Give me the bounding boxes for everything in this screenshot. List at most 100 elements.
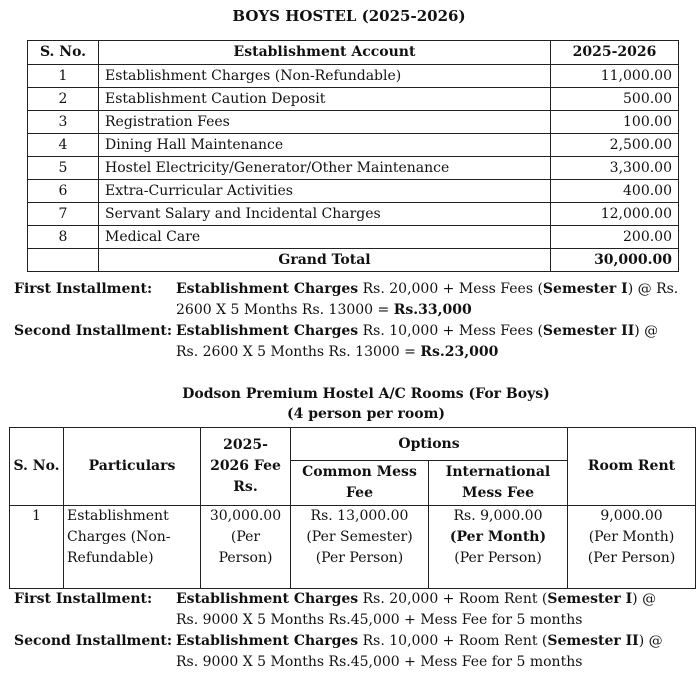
- subtitle: Dodson Premium Hostel A/C Rooms (For Boy…: [160, 384, 572, 424]
- cell: 30,000.00: [550, 248, 679, 272]
- installment-label: First Installment:: [14, 281, 153, 297]
- text-run: ) @ Rs. 9000 X 5 Months Rs.45,000 + Mess…: [176, 591, 657, 628]
- line: Rs. 13,000.00: [310, 508, 409, 524]
- text-run: Establishment Charges: [176, 591, 359, 607]
- cell: 9,000.00 (Per Month) (Per Person): [567, 505, 697, 589]
- installments: First Installment: Establishment Charges …: [14, 589, 698, 673]
- text-run: Rs. 10,000 + Room Rent (: [358, 633, 548, 649]
- text-run: Rs.23,000: [420, 344, 499, 360]
- cell: Extra-Curricular Activities: [98, 179, 551, 203]
- installment-text: Establishment Charges Rs. 10,000 + Room …: [176, 631, 681, 673]
- line: (Per Person): [454, 550, 542, 566]
- subtitle-line: Dodson Premium Hostel A/C Rooms (For Boy…: [182, 386, 550, 402]
- installment-text: Establishment Charges Rs. 20,000 + Mess …: [176, 279, 681, 321]
- text-run: Rs. 10,000 + Mess Fees (: [358, 323, 543, 339]
- cell: 3,300.00: [550, 156, 679, 180]
- cell: 11,000.00: [550, 64, 679, 88]
- text-run: Semester I: [542, 281, 628, 297]
- row: 7 Servant Salary and Incidental Charges 12…: [27, 202, 679, 226]
- cell: 3: [27, 110, 99, 134]
- line: (Per Semester): [306, 529, 413, 545]
- line: (Per Person): [587, 550, 676, 566]
- text-run: Semester II: [547, 633, 639, 649]
- installment: First Installment: Establishment Charges …: [14, 589, 698, 631]
- installment-label: Second Installment:: [14, 633, 173, 649]
- installment: Second Installment: Establishment Charges…: [14, 631, 698, 673]
- cell: Registration Fees: [98, 110, 551, 134]
- cell: Servant Salary and Incidental Charges: [98, 202, 551, 226]
- cell: 7: [27, 202, 99, 226]
- cell: Grand Total: [98, 248, 551, 272]
- row: 5 Hostel Electricity/Generator/Other Main…: [27, 156, 679, 180]
- cell: 400.00: [550, 179, 679, 203]
- row: 3 Registration Fees 100.00: [27, 110, 679, 134]
- cell: 8: [27, 225, 99, 249]
- header-cell: Particulars: [63, 427, 201, 506]
- line: (Per Person): [315, 550, 404, 566]
- installments: First Installment: Establishment Charges …: [14, 279, 698, 363]
- header-cell: Common Mess Fee: [290, 460, 429, 506]
- header-cell: 2025-2026 Fee Rs.: [200, 427, 291, 506]
- installment: Second Installment: Establishment Charges…: [14, 321, 698, 363]
- cell: 12,000.00: [550, 202, 679, 226]
- row: 2 Establishment Caution Deposit 500.00: [27, 87, 679, 111]
- text-run: Rs. 20,000 + Room Rent (: [358, 591, 548, 607]
- header-cell: Establishment Account: [98, 40, 551, 65]
- text-run: Rs.33,000: [393, 302, 472, 318]
- cell: 30,000.00 (Per Person): [200, 505, 291, 589]
- cell: Medical Care: [98, 225, 551, 249]
- installment-label: First Installment:: [14, 591, 153, 607]
- cell: Establishment Charges (Non-Refundable): [63, 505, 201, 589]
- installment-text: Establishment Charges Rs. 10,000 + Mess …: [176, 321, 681, 363]
- cell: 200.00: [550, 225, 679, 249]
- cell: 100.00: [550, 110, 679, 134]
- cell: 1: [9, 505, 64, 589]
- cell: Dining Hall Maintenance: [98, 133, 551, 157]
- total-row: Grand Total 30,000.00: [27, 248, 679, 272]
- line: (Per Month): [588, 529, 675, 545]
- row: 1 Establishment Charges (Non-Refundable) 1…: [27, 64, 679, 88]
- subtitle-line: (4 person per room): [286, 406, 446, 422]
- text-run: Establishment Charges: [176, 281, 359, 297]
- cell: Rs. 9,000.00 (Per Month) (Per Person): [427, 505, 569, 589]
- cell: 500.00: [550, 87, 679, 111]
- row: 8 Medical Care 200.00: [27, 225, 679, 249]
- header-cell: S. No.: [27, 40, 99, 65]
- cell: Rs. 13,000.00 (Per Semester) (Per Person): [290, 505, 429, 589]
- installment-label: Second Installment:: [14, 323, 173, 339]
- cell: 2: [27, 87, 99, 111]
- line: Rs. 9,000.00: [453, 508, 543, 524]
- line: (Per Person): [218, 529, 273, 566]
- text-run: Establishment Charges: [176, 323, 359, 339]
- cell: Hostel Electricity/Generator/Other Maint…: [98, 156, 551, 180]
- line: 30,000.00: [209, 508, 282, 524]
- header-cell: Room Rent: [567, 427, 697, 506]
- cell: 5: [27, 156, 99, 180]
- cell: Establishment Caution Deposit: [98, 87, 551, 111]
- installment-text: Establishment Charges Rs. 20,000 + Room …: [176, 589, 681, 631]
- cell: Establishment Charges (Non-Refundable): [98, 64, 551, 88]
- header-cell: 2025-2026: [550, 40, 679, 65]
- cell: 6: [27, 179, 99, 203]
- cell: 2,500.00: [550, 133, 679, 157]
- header-cell: Options: [289, 427, 569, 461]
- header-cell: International Mess Fee: [427, 460, 569, 506]
- account-table: S. No. Establishment Account 2025-2026 1…: [27, 40, 679, 272]
- text-run: ) @ Rs. 2600 X 5 Months Rs. 13000 =: [176, 323, 659, 360]
- text-run: ) @ Rs. 9000 X 5 Months Rs.45,000 + Mess…: [176, 633, 663, 670]
- title: BOYS HOSTEL (2025-2026): [232, 7, 466, 25]
- header-cell: S. No.: [9, 427, 64, 506]
- cell: [27, 248, 99, 272]
- text-run: Semester I: [547, 591, 633, 607]
- table-body: 1 Establishment Charges (Non-Refundable) 1…: [27, 64, 679, 272]
- cell: 1: [27, 64, 99, 88]
- text-run: Semester II: [542, 323, 635, 339]
- line: (Per Month): [449, 529, 547, 545]
- row: 6 Extra-Curricular Activities 400.00: [27, 179, 679, 203]
- text-run: Rs. 20,000 + Mess Fees (: [358, 281, 543, 297]
- cell: 4: [27, 133, 99, 157]
- rooms-table: S. No. Particulars 2025-2026 Fee Rs. Opt…: [9, 427, 697, 589]
- text-run: Establishment Charges: [176, 633, 359, 649]
- text-run: ) @ Rs. 2600 X 5 Months Rs. 13000 =: [176, 281, 679, 318]
